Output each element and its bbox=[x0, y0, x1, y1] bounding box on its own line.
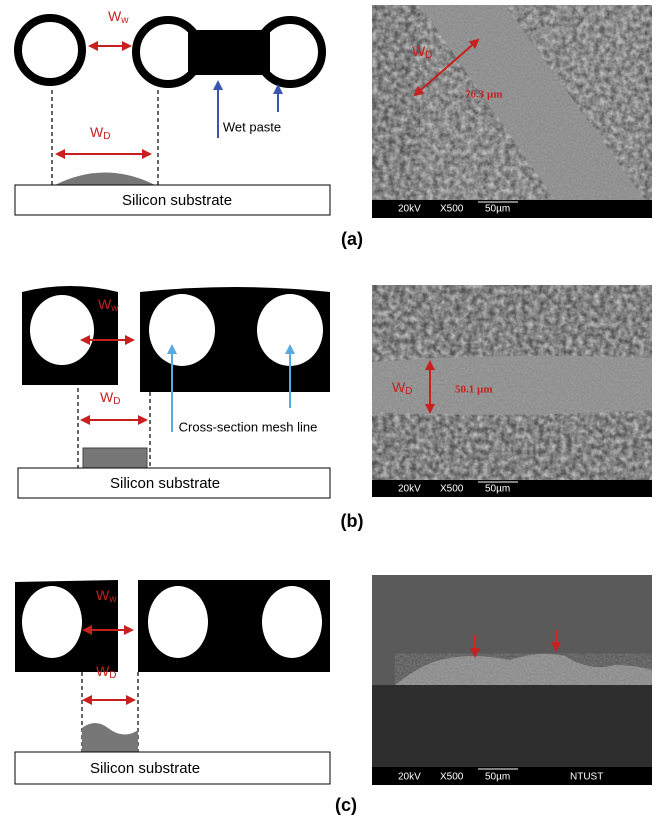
label-part: w bbox=[110, 303, 119, 314]
magnification: X500 bbox=[440, 484, 464, 495]
measurement: 50.1 µm bbox=[455, 384, 493, 396]
institution: NTUST bbox=[570, 772, 603, 783]
magnification: X500 bbox=[440, 204, 464, 215]
deposit-width-label: WD bbox=[100, 389, 120, 407]
label-part: W bbox=[100, 389, 114, 405]
deposit-width-label: WD bbox=[90, 124, 110, 142]
scale: 50µm bbox=[485, 772, 510, 783]
mesh-opening bbox=[149, 294, 215, 366]
panel-a-sem: WD 76.3 µm 20kV X500 50µm bbox=[372, 5, 652, 218]
voltage: 20kV bbox=[398, 772, 421, 783]
panel-label: (a) bbox=[341, 229, 363, 249]
substrate-label: Silicon substrate bbox=[110, 475, 220, 492]
label-part: w bbox=[108, 594, 117, 605]
mesh-opening bbox=[148, 586, 208, 658]
measurement: 76.3 µm bbox=[465, 89, 503, 101]
panel-label: (b) bbox=[341, 511, 364, 531]
label-part: W bbox=[96, 587, 110, 603]
label-part: D bbox=[425, 50, 432, 61]
mesh-opening bbox=[22, 586, 82, 658]
sem-substrate bbox=[372, 685, 652, 767]
annotation: Cross-section mesh line bbox=[179, 419, 318, 434]
label-part: W bbox=[412, 43, 426, 59]
voltage: 20kV bbox=[398, 204, 421, 215]
figure: Ww WD Wet paste Silicon substrate WD 76.… bbox=[0, 0, 657, 820]
annotation: Wet paste bbox=[223, 119, 281, 134]
substrate-label: Silicon substrate bbox=[90, 760, 200, 777]
printed-line bbox=[82, 723, 138, 752]
printed-line-texture bbox=[372, 356, 652, 415]
scale: 50µm bbox=[485, 204, 510, 215]
printed-line bbox=[55, 173, 155, 186]
panel-c-diagram: Ww WD Silicon substrate bbox=[15, 580, 330, 784]
label-part: D bbox=[103, 131, 110, 142]
panel-b-sem: WD 50.1 µm 20kV X500 50µm bbox=[372, 285, 652, 497]
mesh-opening bbox=[30, 295, 94, 365]
label-part: W bbox=[108, 8, 122, 24]
panel-c-sem: 20kV X500 50µm NTUST bbox=[372, 575, 652, 785]
gap-width-label: Ww bbox=[108, 8, 129, 26]
mesh-opening bbox=[262, 586, 322, 658]
printed-line bbox=[83, 448, 147, 468]
panel-a-diagram: Ww WD Wet paste Silicon substrate bbox=[15, 8, 330, 215]
page: {"panels":[ {"label":"(a)","diagram":{"g… bbox=[0, 0, 657, 820]
label-part: D bbox=[405, 386, 412, 397]
voltage: 20kV bbox=[398, 484, 421, 495]
substrate-label: Silicon substrate bbox=[122, 192, 232, 209]
magnification: X500 bbox=[440, 772, 464, 783]
label-part: w bbox=[120, 15, 129, 26]
label-part: W bbox=[98, 296, 112, 312]
label-part: W bbox=[96, 663, 110, 679]
scale: 50µm bbox=[485, 484, 510, 495]
label-part: W bbox=[90, 124, 104, 140]
panel-label: (c) bbox=[335, 795, 357, 815]
label-part: W bbox=[392, 379, 406, 395]
panel-b-diagram: Ww WD Cross-section mesh line Silicon su… bbox=[18, 286, 330, 498]
label-part: D bbox=[113, 396, 120, 407]
mesh-wire bbox=[18, 18, 82, 82]
label-part: D bbox=[109, 670, 116, 681]
